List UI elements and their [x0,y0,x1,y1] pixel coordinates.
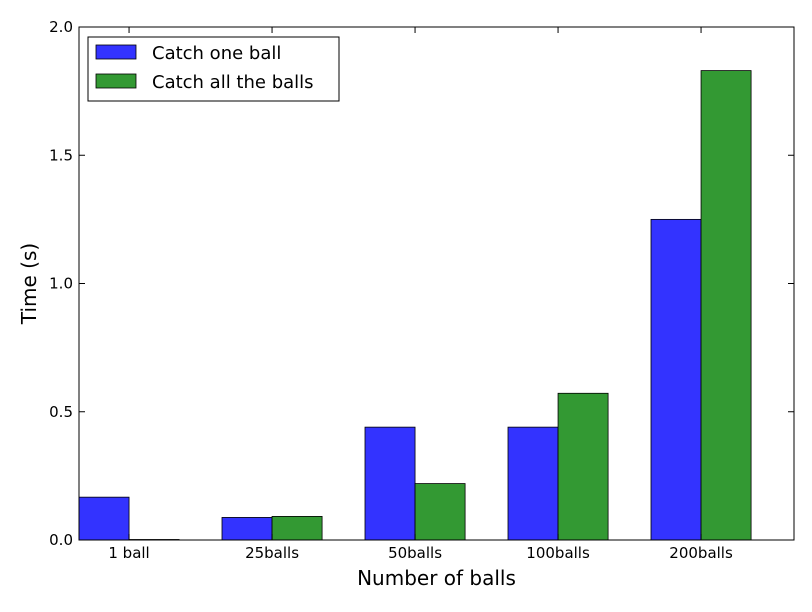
bar-catch-all-the-balls-3 [557,392,609,541]
legend-label-catch-one-ball: Catch one ball [152,43,281,64]
bar-catch-all-the-balls-4 [700,70,752,541]
y-tick-label-2: 1.0 [49,275,73,293]
y-tick-label-0: 0.0 [49,531,73,549]
legend: Catch one ball Catch all the balls [87,36,340,102]
bars-group [78,70,752,541]
y-tick-label-4: 2.0 [49,18,73,36]
x-tick-label-2: 50balls [388,544,442,562]
bar-catch-one-ball-2 [364,426,416,541]
bar-catch-one-ball-4 [650,218,702,541]
legend-label-catch-all-the-balls: Catch all the balls [152,72,314,93]
y-axis-label: Time (s) [17,243,41,325]
x-tick-label-4: 200balls [669,544,733,562]
legend-swatch-catch-all-the-balls [95,73,137,89]
x-tick-label-3: 100balls [526,544,590,562]
legend-swatch-catch-one-ball [95,44,137,60]
y-tick-label-1: 0.5 [49,403,73,421]
bar-catch-one-ball-3 [507,426,559,541]
bar-catch-all-the-balls-1 [271,516,323,541]
y-tick-label-3: 1.5 [49,146,73,164]
x-tick-label-1: 25balls [245,544,299,562]
bar-catch-one-ball-1 [221,517,273,541]
bar-catch-all-the-balls-2 [414,483,466,541]
plot-frame [78,26,795,541]
ticks-group: 0.0 0.5 1.0 1.5 2.0 1 ball 25balls 50balls 100ba… [49,18,794,562]
x-axis-label: Number of balls [357,566,516,590]
bar-catch-one-ball-0 [78,496,130,541]
x-tick-label-0: 1 ball [108,544,149,562]
